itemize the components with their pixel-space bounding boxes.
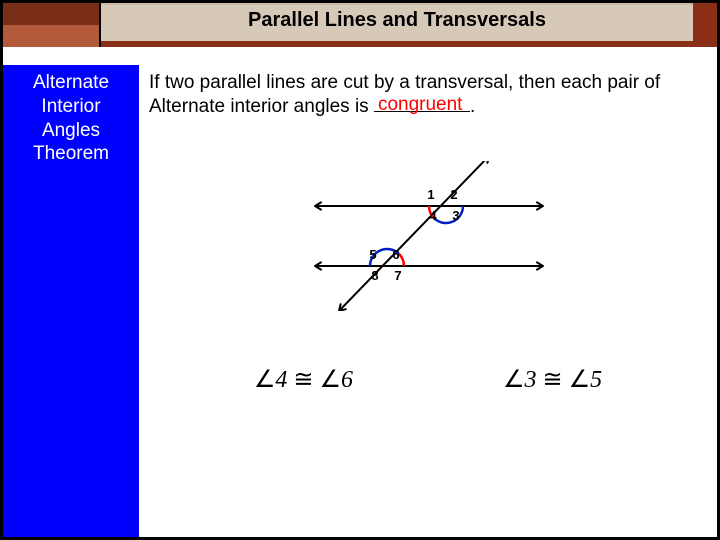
content-row: Alternate Interior Angles Theorem If two… (3, 65, 717, 537)
theorem-text-after: . (470, 96, 475, 117)
blank-answer: congruent (378, 93, 463, 117)
svg-text:3: 3 (452, 208, 459, 223)
angle-symbol-icon: ∠ (319, 367, 341, 393)
angle-symbol-icon: ∠ (254, 367, 276, 393)
svg-text:4: 4 (429, 208, 437, 223)
slide: Parallel Lines and Transversals Alternat… (0, 0, 720, 540)
sidebar-line: Theorem (3, 142, 139, 166)
svg-text:1: 1 (427, 187, 434, 202)
congruent-symbol-icon: ≅ (293, 367, 313, 393)
congruence-right: ∠3 ≅ ∠5 (503, 365, 602, 395)
main-content: If two parallel lines are cut by a trans… (139, 65, 717, 537)
sidebar-line: Interior (3, 95, 139, 119)
svg-text:7: 7 (394, 268, 401, 283)
sidebar-line: Angles (3, 119, 139, 143)
angle-symbol-icon: ∠ (569, 367, 591, 393)
svg-text:2: 2 (450, 187, 457, 202)
title-bar: Parallel Lines and Transversals (3, 3, 717, 47)
svg-text:8: 8 (371, 268, 378, 283)
title-accent-left (3, 3, 101, 47)
fill-in-blank: congruent (374, 111, 470, 112)
congruent-symbol-icon: ≅ (543, 367, 563, 393)
angle-symbol-icon: ∠ (503, 367, 525, 393)
svg-text:6: 6 (392, 247, 399, 262)
diagram: 1 2 34 5 6 7 8 (309, 161, 549, 311)
congruence-statements: ∠4 ≅ ∠6 ∠3 ≅ ∠5 (139, 365, 717, 395)
page-title: Parallel Lines and Transversals (101, 9, 693, 32)
congruence-left: ∠4 ≅ ∠6 (254, 365, 353, 395)
transversal-diagram: 1 2 34 5 6 7 8 (309, 161, 549, 311)
sidebar-line: Alternate (3, 71, 139, 95)
title-accent-right (693, 3, 717, 47)
sidebar-theorem-name: Alternate Interior Angles Theorem (3, 65, 139, 537)
svg-text:5: 5 (369, 247, 376, 262)
title-main: Parallel Lines and Transversals (101, 3, 693, 47)
